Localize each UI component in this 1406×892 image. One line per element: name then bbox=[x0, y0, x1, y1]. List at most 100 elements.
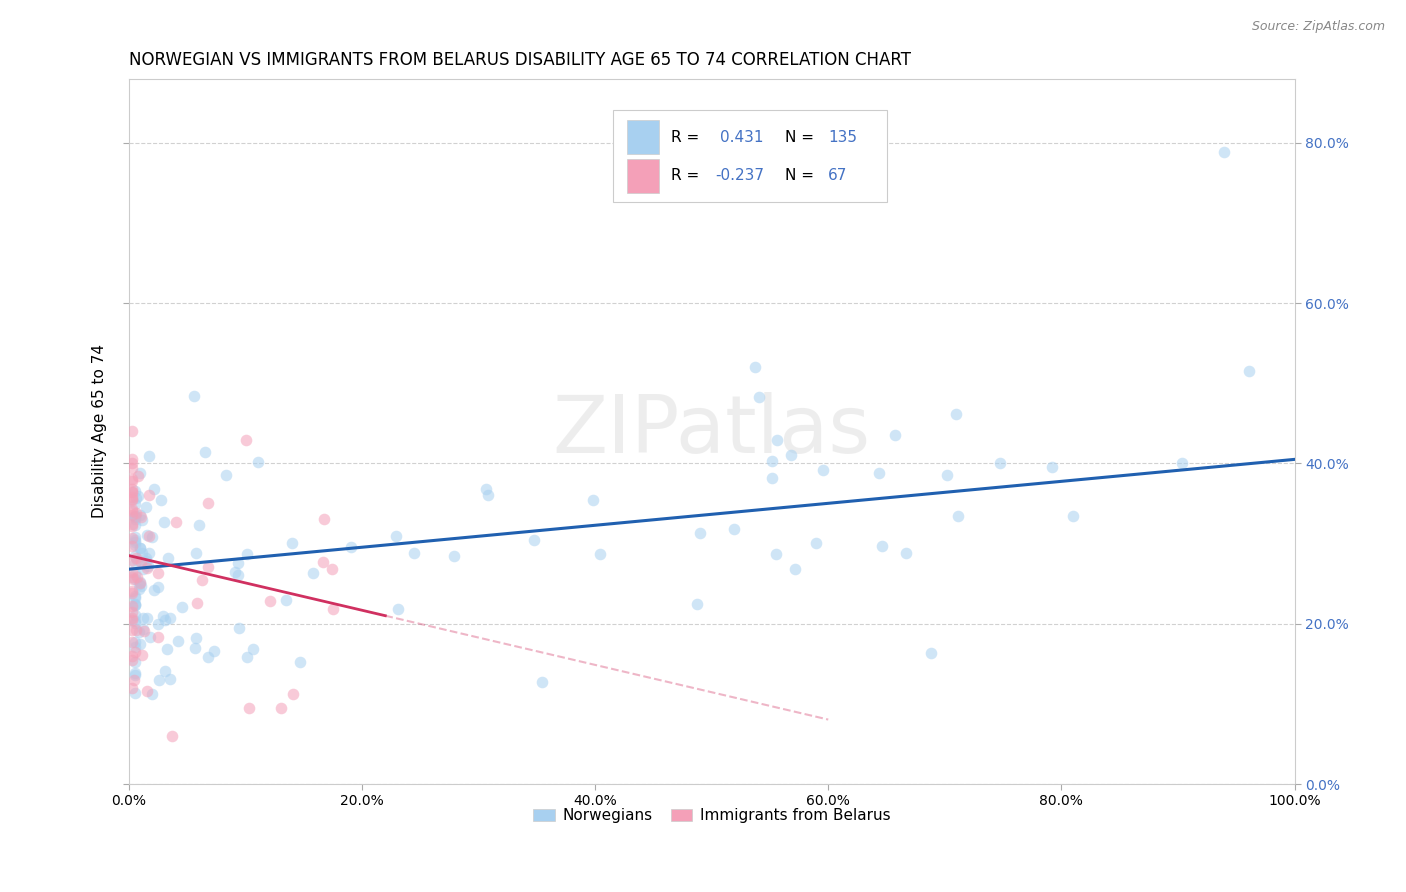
Point bbox=[474, 483, 496, 497]
Point bbox=[582, 492, 605, 507]
Point bbox=[387, 602, 409, 616]
Text: Source: ZipAtlas.com: Source: ZipAtlas.com bbox=[1251, 20, 1385, 33]
Point bbox=[124, 509, 146, 524]
Point bbox=[129, 508, 152, 523]
Point bbox=[135, 684, 157, 698]
Point bbox=[302, 566, 325, 580]
Point bbox=[202, 644, 225, 658]
Point bbox=[236, 547, 259, 561]
Point bbox=[142, 582, 165, 597]
Point bbox=[242, 642, 264, 657]
Point bbox=[135, 528, 157, 542]
Point bbox=[124, 598, 146, 612]
Text: N =: N = bbox=[785, 169, 814, 184]
Point bbox=[131, 623, 153, 637]
Bar bbox=[627, 120, 659, 154]
Point bbox=[945, 408, 967, 422]
Point bbox=[124, 484, 146, 499]
Point bbox=[124, 614, 146, 628]
Point bbox=[946, 508, 969, 523]
Point bbox=[124, 640, 146, 655]
Point bbox=[121, 648, 143, 663]
Point bbox=[385, 529, 408, 543]
Point bbox=[312, 555, 335, 569]
Text: 0.431: 0.431 bbox=[720, 129, 763, 145]
Point bbox=[689, 525, 711, 540]
Point bbox=[121, 490, 143, 504]
Y-axis label: Disability Age 65 to 74: Disability Age 65 to 74 bbox=[93, 344, 107, 518]
Point bbox=[321, 562, 343, 576]
Point bbox=[131, 579, 153, 593]
Point bbox=[131, 555, 153, 569]
Point bbox=[124, 667, 146, 681]
Point bbox=[765, 433, 787, 447]
Point bbox=[1171, 456, 1194, 470]
Point bbox=[124, 556, 146, 570]
Point bbox=[228, 621, 250, 635]
Point bbox=[124, 509, 146, 524]
Point bbox=[226, 556, 249, 570]
Point bbox=[124, 510, 146, 524]
Point bbox=[124, 551, 146, 566]
Point bbox=[1042, 459, 1064, 474]
Point bbox=[131, 648, 153, 662]
Text: N =: N = bbox=[785, 129, 814, 145]
Point bbox=[148, 616, 170, 631]
Point bbox=[121, 460, 143, 475]
Point bbox=[146, 566, 169, 580]
Point bbox=[156, 551, 179, 566]
Point bbox=[868, 467, 890, 481]
Point bbox=[312, 512, 335, 526]
Point bbox=[236, 650, 259, 665]
Point bbox=[128, 625, 150, 640]
Point bbox=[135, 551, 157, 566]
Point bbox=[129, 466, 152, 480]
Point bbox=[744, 360, 766, 375]
Point bbox=[124, 518, 146, 533]
Point bbox=[121, 484, 143, 499]
Point bbox=[191, 573, 214, 587]
Point bbox=[124, 549, 146, 563]
Point bbox=[128, 541, 150, 555]
Point bbox=[148, 673, 170, 688]
Point bbox=[165, 515, 187, 529]
Point bbox=[124, 686, 146, 700]
Point bbox=[124, 597, 146, 611]
Point bbox=[124, 573, 146, 587]
Point bbox=[170, 599, 193, 614]
Point bbox=[197, 496, 219, 510]
Point bbox=[121, 504, 143, 518]
Point bbox=[124, 533, 146, 548]
Point bbox=[1062, 508, 1084, 523]
Point bbox=[127, 489, 149, 503]
Point bbox=[124, 599, 146, 613]
Point bbox=[153, 664, 176, 678]
Point bbox=[723, 522, 745, 536]
Point bbox=[122, 572, 145, 586]
Point bbox=[125, 623, 148, 637]
Point bbox=[124, 535, 146, 549]
Point bbox=[129, 510, 152, 524]
Point bbox=[127, 469, 149, 483]
Point bbox=[124, 615, 146, 630]
Point bbox=[121, 508, 143, 523]
Point bbox=[125, 553, 148, 567]
Point bbox=[136, 611, 159, 625]
Point bbox=[870, 539, 893, 553]
Point bbox=[121, 482, 143, 496]
Point bbox=[804, 536, 827, 550]
Point bbox=[288, 656, 311, 670]
Point bbox=[136, 561, 159, 575]
Point bbox=[128, 582, 150, 596]
Point bbox=[121, 623, 143, 637]
Point bbox=[124, 589, 146, 603]
Point bbox=[129, 541, 152, 555]
Point bbox=[121, 605, 143, 619]
Point bbox=[443, 549, 465, 563]
Point bbox=[134, 624, 156, 639]
Point bbox=[128, 637, 150, 651]
Point bbox=[811, 462, 834, 476]
Point bbox=[124, 530, 146, 544]
Point bbox=[121, 452, 143, 467]
Point bbox=[186, 596, 208, 610]
